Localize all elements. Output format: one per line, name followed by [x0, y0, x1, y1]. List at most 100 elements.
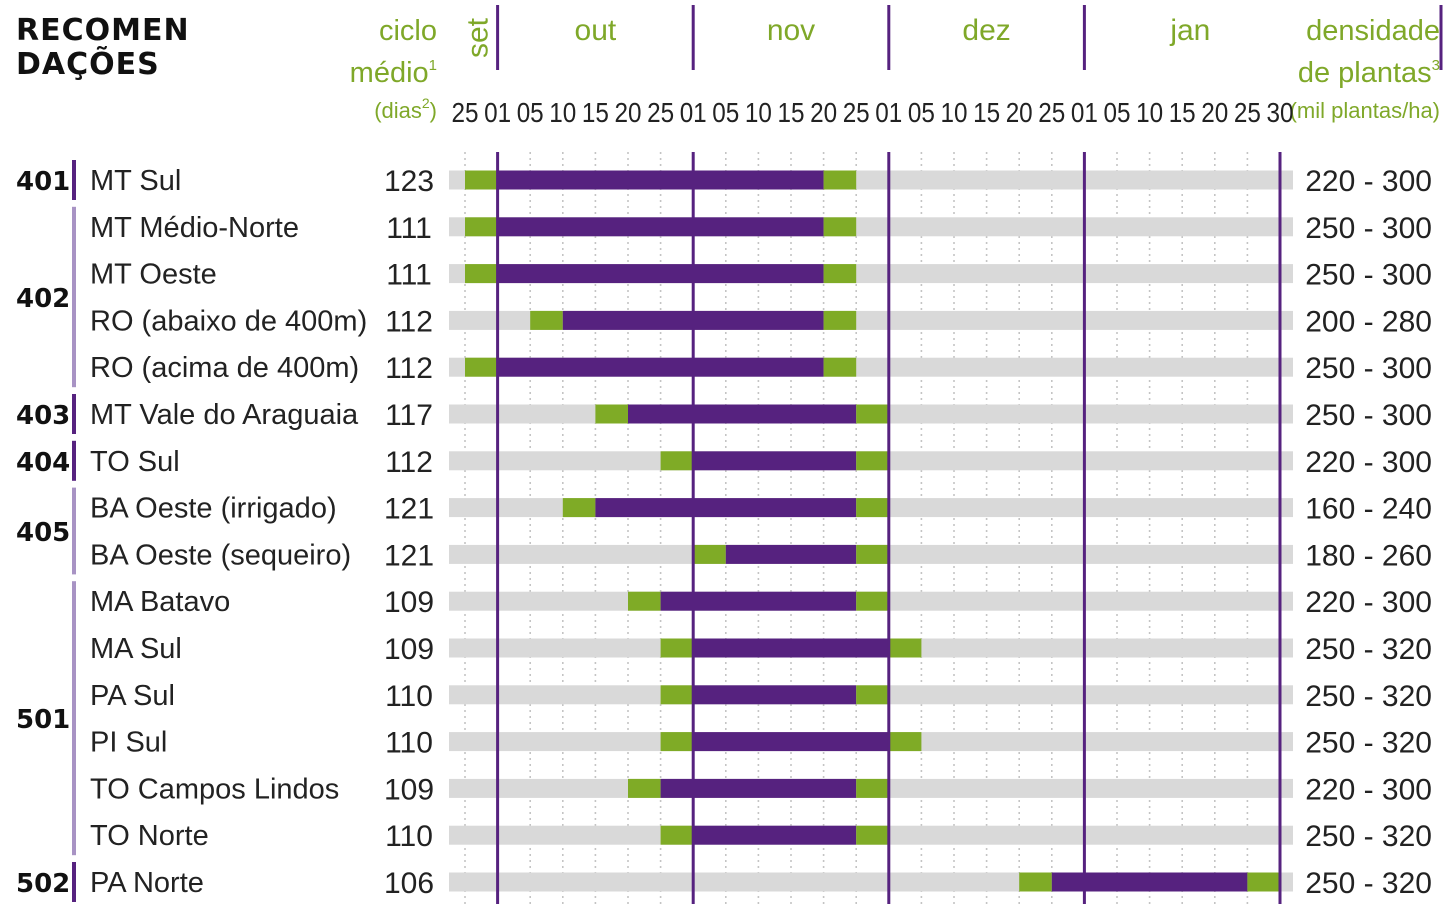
cycle-unit: (dias2) [374, 95, 437, 123]
group-id-label: 501 [16, 705, 70, 735]
green-margin-start-bar [660, 685, 694, 705]
cycle-value: 121 [384, 493, 434, 526]
cycle-value: 109 [384, 633, 434, 666]
tick-label: 25 [843, 97, 870, 128]
group-bar [72, 160, 76, 200]
cycle-value: 112 [385, 446, 433, 479]
group-id-label: 404 [16, 448, 70, 478]
green-margin-end-bar [823, 170, 857, 190]
green-margin-start-bar [562, 498, 596, 518]
density-value: 250 - 300 [1305, 399, 1432, 432]
green-margin-start-bar [465, 264, 498, 284]
month-label-dez: dez [962, 14, 1010, 47]
bars [449, 170, 1293, 892]
group-bar [72, 862, 76, 902]
region-label: RO (abaixo de 400m) [90, 305, 367, 337]
region-label: TO Norte [90, 820, 209, 852]
tick-label: 01 [875, 97, 902, 128]
density-header-plantas: de plantas [1298, 57, 1432, 89]
purple-sowing-bar [497, 357, 824, 377]
green-margin-start-bar [595, 404, 628, 424]
region-label: MT Vale do Araguaia [90, 399, 359, 431]
region-label: BA Oeste (sequeiro) [90, 539, 351, 571]
tick-label: 05 [908, 97, 935, 128]
month-header: set out nov dez jan [462, 14, 1211, 58]
region-label: BA Oeste (irrigado) [90, 493, 337, 525]
purple-sowing-bar [725, 544, 857, 564]
density-value: 250 - 320 [1305, 680, 1432, 713]
tick-label: 10 [549, 97, 576, 128]
tick-label: 01 [680, 97, 707, 128]
green-margin-end-bar [856, 451, 889, 471]
density-value: 220 - 300 [1305, 165, 1432, 198]
green-margin-start-bar [660, 638, 694, 658]
green-margin-end-bar [856, 544, 889, 564]
chart-header: RECOMEN DAÇÕES ciclo médio1 (dias2) dens… [16, 13, 1440, 123]
tick-label: 15 [973, 97, 1000, 128]
green-margin-start-bar [465, 357, 498, 377]
region-label: TO Campos Lindos [90, 773, 339, 805]
day-ticks: 25 01 05 10 15 20 25 01 05 10 15 20 25 01 05 10 15 20 25 01… [452, 97, 1294, 128]
tick-label: 25 [1234, 97, 1261, 128]
tick-label: 10 [745, 97, 772, 128]
cycle-value: 112 [385, 305, 433, 338]
cycle-value: 109 [384, 773, 434, 806]
group-id-label: 401 [16, 167, 70, 197]
cycle-value: 110 [385, 680, 433, 713]
region-label: MT Oeste [90, 259, 217, 291]
tick-label: 20 [615, 97, 642, 128]
cycle-value: 123 [384, 165, 434, 198]
group-bar [72, 394, 76, 434]
green-margin-start-bar [465, 170, 498, 190]
tick-label: 05 [712, 97, 739, 128]
density-value: 250 - 320 [1305, 867, 1432, 900]
purple-sowing-bar [628, 404, 857, 424]
green-margin-end-bar [823, 357, 857, 377]
green-margin-end-bar [856, 404, 889, 424]
cycle-header-line-2: médio1 [350, 57, 437, 89]
tick-label: 25 [647, 97, 674, 128]
cycle-value: 117 [385, 399, 433, 432]
purple-sowing-bar [497, 170, 824, 190]
density-header-sup: 3 [1432, 57, 1440, 74]
green-margin-start-bar [660, 732, 694, 752]
density-value: 220 - 300 [1305, 773, 1432, 806]
region-label: MT Médio-Norte [90, 212, 299, 244]
purple-sowing-bar [693, 732, 889, 752]
density-value: 220 - 300 [1305, 586, 1432, 619]
green-margin-start-bar [465, 217, 498, 237]
tick-label: 01 [1071, 97, 1098, 128]
purple-sowing-bar [497, 217, 824, 237]
cycle-value: 111 [386, 259, 432, 292]
cycle-value: 111 [386, 212, 432, 245]
cycle-header-line-1: ciclo [379, 15, 437, 47]
purple-sowing-bar [693, 638, 889, 658]
tick-label: 10 [1136, 97, 1163, 128]
purple-sowing-bar [693, 451, 857, 471]
purple-sowing-bar [660, 591, 857, 611]
density-value: 250 - 320 [1305, 820, 1432, 853]
green-margin-end-bar [856, 825, 889, 845]
green-margin-start-bar [628, 591, 661, 611]
green-margin-start-bar [660, 451, 694, 471]
green-margin-start-bar [693, 544, 726, 564]
green-margin-end-bar [888, 638, 922, 658]
tick-label: 10 [941, 97, 968, 128]
month-label-nov: nov [767, 14, 815, 47]
group-bar [72, 206, 76, 388]
tick-label: 05 [1104, 97, 1131, 128]
cycle-value: 110 [385, 727, 433, 760]
title-line-2: DAÇÕES [16, 45, 160, 82]
density-value: 250 - 300 [1305, 352, 1432, 385]
title-line-1: RECOMEN [16, 13, 190, 48]
group-id-label: 405 [16, 518, 70, 548]
tick-label: 25 [452, 97, 479, 128]
purple-sowing-bar [693, 825, 857, 845]
green-margin-start-bar [1019, 872, 1052, 892]
group-bar [72, 487, 76, 575]
green-margin-end-bar [823, 310, 857, 330]
region-label: PA Sul [90, 680, 175, 712]
tick-label: 15 [582, 97, 609, 128]
purple-sowing-bar [660, 778, 857, 798]
cycle-header-sup: 1 [429, 57, 437, 74]
